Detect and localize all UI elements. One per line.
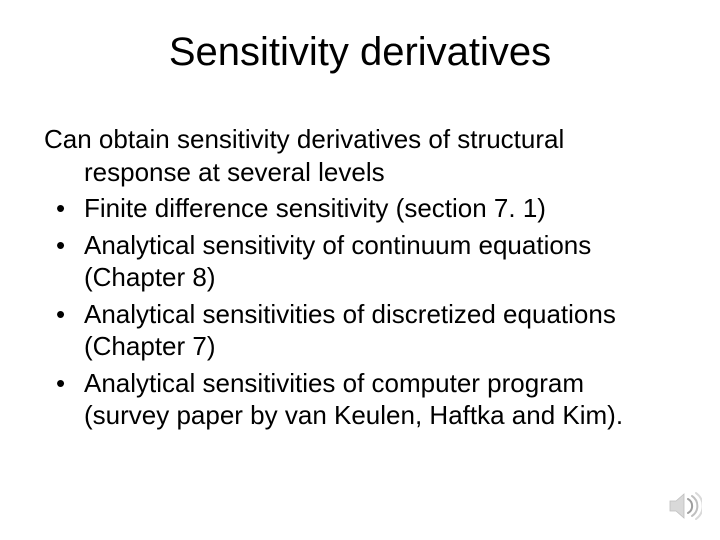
- speaker-icon: [668, 491, 702, 526]
- list-item: Analytical sensitivities of discretized …: [44, 298, 676, 363]
- slide-title: Sensitivity derivatives: [44, 30, 676, 75]
- list-item: Finite difference sensitivity (section 7…: [44, 192, 676, 225]
- slide-body: Can obtain sensitivity derivatives of st…: [44, 123, 676, 432]
- bullet-list: Finite difference sensitivity (section 7…: [44, 192, 676, 432]
- list-item: Analytical sensitivity of continuum equa…: [44, 229, 676, 294]
- lead-paragraph: Can obtain sensitivity derivatives of st…: [44, 123, 676, 188]
- slide: Sensitivity derivatives Can obtain sensi…: [0, 0, 720, 540]
- list-item: Analytical sensitivities of computer pro…: [44, 367, 676, 432]
